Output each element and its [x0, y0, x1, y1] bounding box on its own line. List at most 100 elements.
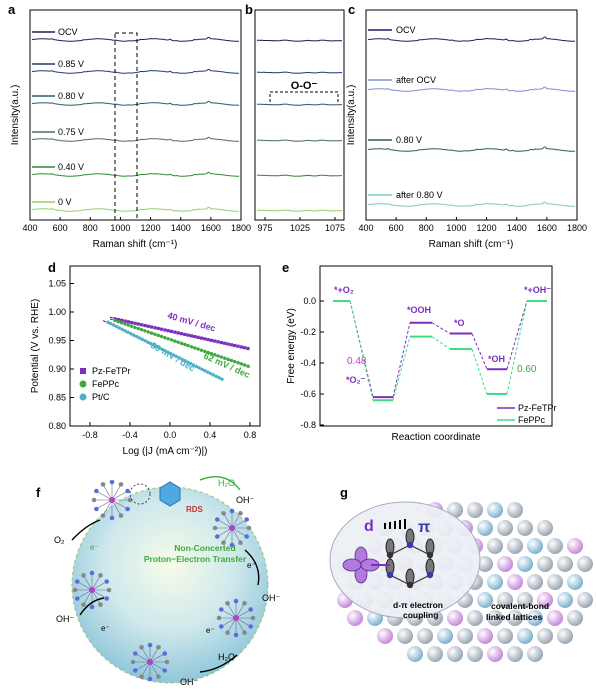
tafel-point: [143, 329, 147, 333]
x-tick-label: 600: [53, 223, 68, 233]
tafel-point: [233, 343, 237, 348]
panel-c-axes: [365, 9, 578, 221]
panel-b-label: b: [245, 2, 253, 17]
fe-center: [147, 659, 153, 665]
lattice-sphere: [567, 574, 583, 590]
f-rds: RDS: [186, 505, 204, 514]
spectrum-b: [256, 39, 342, 42]
panel-d-label: d: [48, 260, 56, 275]
spectrum-b: [256, 103, 342, 106]
y-tick-label: 0.0: [303, 296, 316, 306]
energy-connector: [471, 333, 488, 370]
tafel-point: [206, 337, 210, 342]
tafel-point: [186, 343, 190, 348]
tafel-point: [113, 317, 117, 321]
tafel-point: [133, 321, 137, 325]
panel-d-legend: Pz-FeTPr FePPc Pt/C: [79, 366, 131, 402]
tafel-point: [203, 369, 207, 373]
arrow-right-1: [244, 549, 260, 586]
ring-atom: [386, 551, 394, 559]
x-tick-label: 600: [389, 223, 404, 233]
tafel-point: [199, 336, 204, 340]
bond: [111, 484, 122, 501]
value-fe: 0.60: [517, 364, 537, 375]
spectrum-label-c: after 0.80 V: [396, 190, 443, 200]
lattice-sphere: [347, 610, 363, 626]
tafel-point: [156, 333, 160, 338]
lattice-sphere: [467, 502, 483, 518]
lattice-sphere: [437, 628, 453, 644]
tafel-point: [143, 339, 147, 343]
fe-center: [109, 497, 115, 503]
tafel-point: [226, 357, 230, 362]
f-e-left: e⁻: [90, 543, 99, 552]
tafel-point: [160, 347, 164, 352]
legend-pt: Pt/C: [92, 392, 110, 402]
fe-center: [89, 587, 95, 593]
ring-atom: [386, 571, 394, 579]
tafel-point: [173, 330, 177, 334]
tafel-point: [136, 326, 140, 331]
y-tick-label: 0.95: [48, 336, 66, 346]
lattice-sphere: [497, 628, 513, 644]
lattice-sphere: [557, 628, 573, 644]
tafel-point: [126, 323, 130, 327]
tafel-point: [188, 361, 193, 366]
slope-pz: 40 mV / dec: [166, 310, 216, 333]
tafel-point: [196, 347, 200, 351]
fe-center: [229, 525, 235, 531]
tafel-point: [169, 351, 173, 356]
tafel-point: [226, 342, 230, 346]
g-d-label: d: [364, 518, 374, 535]
tafel-point: [193, 335, 197, 339]
lattice-sphere: [467, 610, 483, 626]
panel-c: c Intensity(a.u.) Raman shift (cm⁻¹) 400…: [346, 2, 587, 250]
panel-d: d Potential (V vs. RHE) Log (|J (mA cm⁻²…: [30, 260, 261, 457]
tafel-point: [236, 344, 240, 348]
tafel-point: [236, 361, 240, 365]
y-tick-label: 0.90: [48, 364, 66, 374]
x-tick-label: 0.8: [244, 430, 257, 440]
bond: [111, 499, 122, 516]
x-tick-label: -0.4: [122, 430, 138, 440]
d-orbital-icon: [342, 546, 380, 584]
molecule: [216, 598, 256, 638]
pi-ring: [371, 528, 435, 589]
lattice-sphere: [377, 628, 393, 644]
center-label-1: Non-Concerted: [174, 543, 235, 553]
molecule: [91, 479, 133, 521]
tafel-point: [246, 346, 250, 351]
dashed-ring-icon: [129, 483, 151, 505]
tafel-point: [169, 338, 174, 342]
f-arrows: [71, 476, 260, 673]
fe-center: [233, 615, 239, 621]
lattice-sphere: [507, 502, 523, 518]
energy-connector: [392, 336, 411, 401]
center-label-2: Proton−Electron Transfer: [144, 554, 247, 564]
tafel-point: [183, 342, 187, 347]
tafel-point: [129, 324, 134, 328]
y-tick-label: -0.2: [300, 327, 316, 337]
tafel-point: [171, 353, 176, 357]
lattice-sphere: [497, 556, 513, 572]
molecule: [212, 508, 252, 548]
x-tick-label: 1400: [507, 223, 527, 233]
y-tick-label: 0.80: [48, 421, 66, 431]
lattice-sphere: [487, 610, 503, 626]
tafel-point: [123, 322, 127, 326]
panel-f: f Non-Concerted Proton−Electron Transfer…: [36, 476, 281, 687]
x-tick-label: 400: [358, 223, 373, 233]
panel-e-label: e: [282, 260, 289, 275]
molecule: [130, 642, 170, 682]
spectrum-a: [31, 36, 239, 42]
tafel-point: [151, 343, 156, 347]
tafel-point: [203, 349, 207, 354]
tafel-point: [134, 334, 139, 339]
energy-connector: [392, 322, 411, 398]
tafel-point: [243, 346, 247, 350]
tafel-point: [183, 332, 187, 337]
f-h2o-top: H₂O: [218, 478, 235, 488]
tafel-point: [191, 363, 196, 367]
g-lattice-2: linked lattices: [486, 612, 542, 622]
lattice-sphere: [527, 538, 543, 554]
